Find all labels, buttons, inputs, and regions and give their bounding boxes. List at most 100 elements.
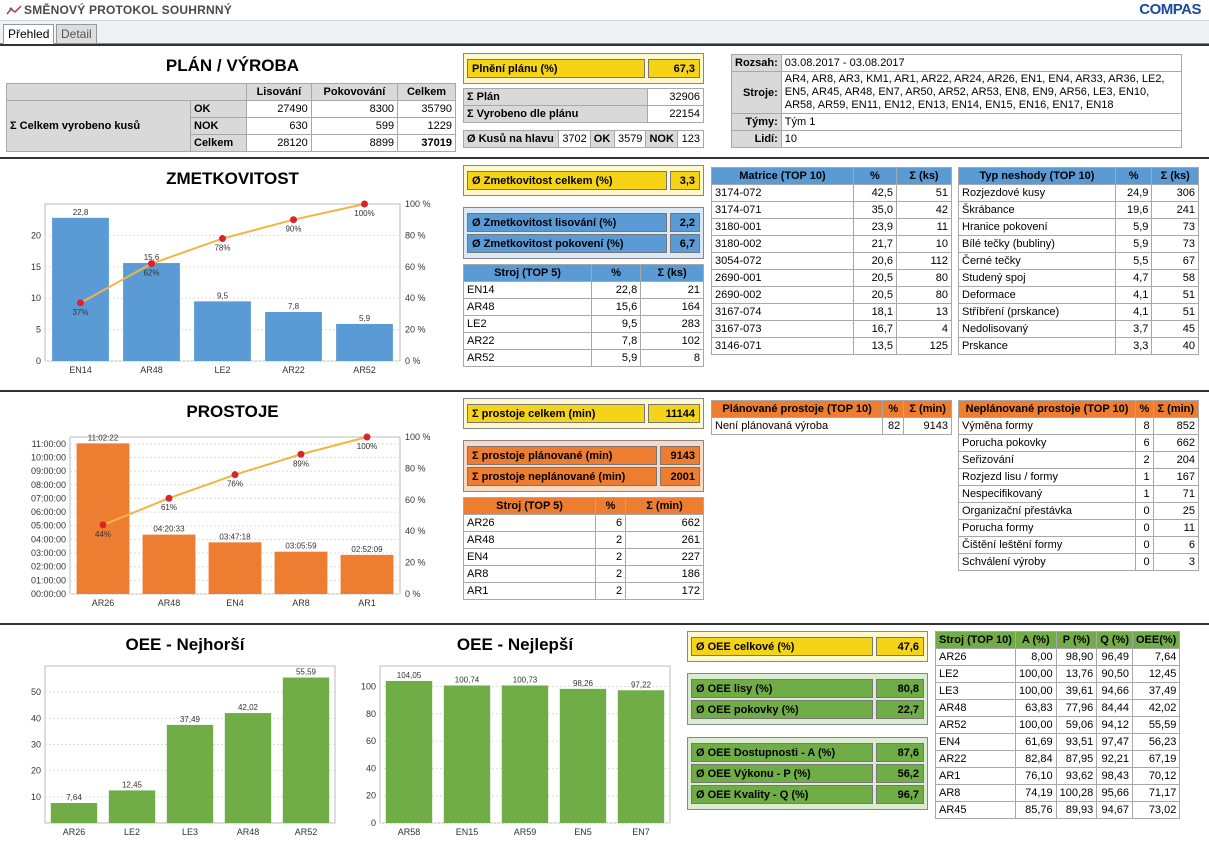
- y-tick-label: 30: [31, 740, 41, 750]
- pareto-label: 100%: [357, 442, 377, 451]
- table-cell: 2690-002: [711, 286, 854, 304]
- table-cell: AR22: [935, 750, 1016, 768]
- x-tick-label: AR1: [358, 598, 376, 608]
- table-cell: 42: [895, 201, 953, 219]
- x-tick-label: AR26: [92, 598, 115, 608]
- x-tick-label: AR48: [158, 598, 181, 608]
- data-label: 7,8: [288, 302, 300, 311]
- table-cell: 2: [595, 565, 627, 583]
- table-cell: 3167-073: [711, 320, 854, 338]
- y-tick-label: 11:00:00: [32, 439, 66, 449]
- tab-detail[interactable]: Detail: [56, 24, 97, 44]
- table-cell: 13: [895, 303, 953, 321]
- zmet-kpis: Ø Zmetkovitost lisování (%) 2,2 Ø Zmetkov…: [463, 207, 704, 259]
- pareto-point: [231, 471, 239, 479]
- table-cell: Porucha formy: [957, 519, 1137, 537]
- table-cell: 55,59: [1131, 716, 1181, 734]
- y2-tick-label: 20 %: [405, 325, 426, 335]
- table-cell: Nedolisovaný: [958, 320, 1116, 338]
- table-cell: LE2: [935, 665, 1016, 683]
- oee-worst-chart: 10 20 30 40 50 7,64 AR26 12,45 LE2 37,49 LE3 42,02 A…: [31, 665, 336, 837]
- table-cell: 19,6: [1114, 201, 1153, 219]
- table-cell: 3180-001: [711, 218, 854, 236]
- table-row: AR48 2 261: [462, 531, 704, 549]
- table-row: LE2 100,00 13,76 90,50 12,45: [935, 665, 1181, 683]
- y-tick-label: 10:00:00: [31, 452, 66, 462]
- table-cell: 92,21: [1096, 750, 1133, 768]
- table-cell: 71,17: [1131, 784, 1181, 802]
- y-tick-label: 40: [366, 763, 376, 773]
- table-cell: 23,9: [852, 218, 897, 236]
- data-label: 55,59: [296, 668, 317, 677]
- x-tick-label: EN7: [632, 827, 650, 837]
- zmet-stroj-table: Stroj (TOP 5)% Σ (ks) EN14 22,8 21 AR48 15,6 16…: [463, 264, 704, 367]
- kpi-label: Plnění plánu (%): [467, 59, 645, 78]
- x-tick-label: AR8: [292, 598, 310, 608]
- plan-table: Σ Plán 32906 Σ Vyrobeno dle plánu 22154: [463, 88, 704, 123]
- col-header: A (%): [1014, 631, 1057, 649]
- table-cell: 10: [895, 235, 953, 253]
- col-header: Σ (min): [625, 497, 704, 515]
- y2-tick-label: 80 %: [405, 463, 426, 473]
- data-label: 104,05: [397, 671, 422, 680]
- table-cell: 7,64: [1131, 648, 1181, 666]
- zmet-pareto-chart: 0 5 10 15 20 0 % 20 % 40 % 60 % 80 % 100 % 22,8 EN14…: [31, 199, 431, 375]
- x-tick-label: AR48: [140, 365, 163, 375]
- y2-tick-label: 60 %: [405, 495, 426, 505]
- prostoje-main-kpi: Σ prostoje celkem (min) 11144: [463, 398, 704, 429]
- y-tick-label: 04:00:00: [31, 534, 66, 544]
- y-tick-label: 00:00:00: [31, 589, 66, 599]
- table-row: EN4 61,69 93,51 97,47 56,23: [935, 733, 1181, 751]
- table-cell: 6: [1135, 434, 1154, 452]
- x-tick-label: LE2: [214, 365, 230, 375]
- table-cell: 4,1: [1114, 303, 1153, 321]
- table-cell: 0: [1135, 553, 1154, 571]
- table-row: AR52 5,9 8: [463, 349, 704, 367]
- bar: [76, 443, 130, 594]
- table-cell: Organizační přestávka: [957, 502, 1137, 520]
- col-header: Neplánované prostoje (TOP 10): [957, 400, 1137, 418]
- col-header: Lisování: [246, 83, 312, 101]
- y-tick-label: 20: [366, 791, 376, 801]
- table-cell: 42,02: [1131, 699, 1181, 717]
- neplanovane-prostoje-table: Neplánované prostoje (TOP 10)% Σ (min) Vým…: [957, 400, 1200, 571]
- table-cell: Výměna formy: [957, 417, 1137, 435]
- oee-worst-title: OEE - Nejhorší: [125, 635, 245, 654]
- y2-tick-label: 60 %: [405, 262, 426, 272]
- table-cell: Prskance: [958, 337, 1116, 355]
- y-tick-label: 20: [31, 230, 41, 240]
- table-cell: 100,00: [1014, 665, 1057, 683]
- y-tick-label: 06:00:00: [31, 507, 66, 517]
- table-cell: 73: [1151, 218, 1199, 236]
- table-cell: 227: [625, 548, 704, 566]
- table-cell: 67,19: [1131, 750, 1181, 768]
- y-tick-label: 10: [31, 792, 41, 802]
- table-cell: 9,5: [590, 315, 642, 333]
- table-cell: Studený spoj: [958, 269, 1116, 287]
- col-header: Σ (ks): [895, 167, 953, 185]
- table-cell: 93,62: [1055, 767, 1098, 785]
- tab-bar: Přehled Detail: [0, 21, 1209, 44]
- compas-logo: COMPAS: [1139, 1, 1201, 18]
- table-cell: 3,7: [1114, 320, 1153, 338]
- table-cell: 662: [625, 514, 704, 532]
- bar: [224, 713, 272, 823]
- table-row: Organizační přestávka 0 25: [957, 502, 1200, 520]
- plan-title: PLÁN / VÝROBA: [165, 56, 300, 75]
- y-tick-label: 02:00:00: [31, 562, 66, 572]
- table-cell: 13,5: [852, 337, 897, 355]
- tab-prehled[interactable]: Přehled: [3, 24, 55, 44]
- table-cell: 662: [1152, 434, 1200, 452]
- bar: [385, 680, 433, 823]
- table-cell: AR48: [463, 298, 592, 316]
- table-cell: 0: [1135, 502, 1154, 520]
- table-cell: 20,5: [852, 269, 897, 287]
- pareto-point: [99, 521, 107, 529]
- table-cell: 94,66: [1096, 682, 1133, 700]
- oee-section: OEE - Nejhorší OEE - Nejlepší 10 20 30 40 50…: [0, 623, 1209, 839]
- table-cell: 93,51: [1055, 733, 1098, 751]
- table-cell: 112: [895, 252, 953, 270]
- table-cell: 100,00: [1014, 682, 1057, 700]
- table-cell: AR45: [935, 801, 1016, 819]
- data-label: 42,02: [238, 703, 259, 712]
